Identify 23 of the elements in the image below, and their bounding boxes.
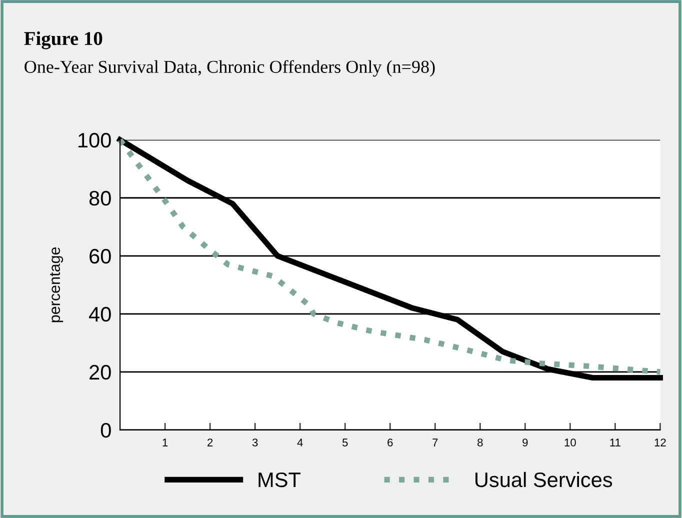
y-axis-title: percentage: [50, 247, 64, 322]
x-tick-label: 4: [297, 438, 303, 446]
legend-label: Usual Services: [475, 472, 612, 488]
x-tick-label: 8: [478, 438, 483, 446]
chart-subtitle: One-Year Survival Data, Chronic Offenders Only (n=98): [24, 60, 435, 77]
chart-title: Figure 10: [24, 31, 102, 50]
x-tick-label: 6: [388, 438, 393, 446]
x-tick-label: 11: [610, 438, 620, 446]
legend-label: MST: [258, 472, 300, 488]
x-tick-label: 3: [252, 438, 258, 446]
x-tick-label: 10: [564, 438, 576, 446]
y-tick-label: 0: [100, 422, 111, 438]
y-tick-label: 20: [90, 364, 111, 380]
x-tick-label: 2: [208, 438, 213, 446]
x-tick-label: 9: [522, 438, 528, 446]
x-tick-label: 12: [654, 438, 666, 446]
y-tick-label: 40: [89, 306, 111, 322]
x-tick-label: 1: [162, 438, 168, 446]
y-tick-label: 60: [90, 248, 111, 264]
x-tick-label: 7: [432, 438, 438, 446]
x-tick-label: 5: [342, 438, 348, 446]
y-tick-label: 100: [78, 132, 111, 148]
y-tick-label: 80: [89, 190, 111, 206]
